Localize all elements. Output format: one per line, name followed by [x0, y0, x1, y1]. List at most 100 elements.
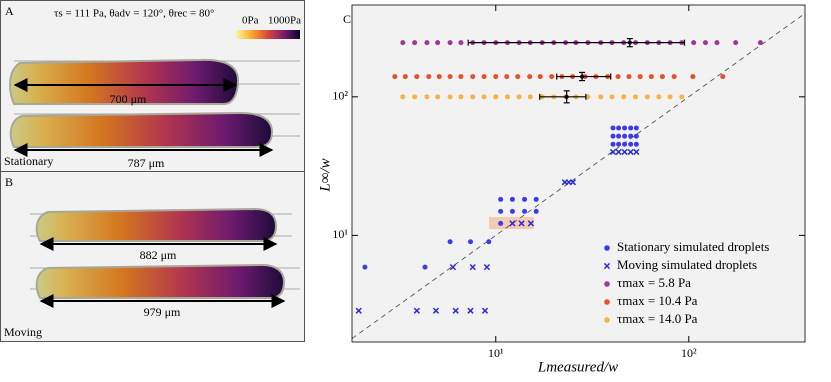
- y-axis-label: L∞/w: [317, 158, 333, 192]
- marker: [644, 94, 650, 100]
- marker: [667, 94, 673, 100]
- marker-x: [633, 148, 640, 156]
- marker: [616, 141, 622, 147]
- marker: [533, 196, 539, 202]
- marker: [515, 74, 521, 80]
- legend-label: τmax = 14.0 Pa: [617, 311, 698, 326]
- panel-letter: A: [5, 4, 14, 18]
- marker-x: [615, 148, 622, 156]
- marker: [426, 74, 432, 80]
- marker: [702, 40, 708, 46]
- marker-x: [518, 220, 525, 227]
- marker-x: [413, 307, 420, 314]
- marker: [424, 94, 430, 100]
- marker: [622, 133, 628, 139]
- marker-x: [509, 220, 516, 227]
- marker: [637, 74, 643, 80]
- marker: [447, 40, 453, 46]
- panel-b: B 882 μm 979 μm Moving: [0, 171, 305, 342]
- marker: [616, 133, 622, 139]
- marker: [522, 208, 528, 214]
- marker: [720, 74, 726, 80]
- x-axis-label: Lmeasured/w: [537, 359, 618, 375]
- marker: [468, 239, 474, 245]
- marker: [481, 94, 487, 100]
- marker: [362, 264, 368, 270]
- marker: [628, 133, 634, 139]
- marker: [447, 239, 453, 245]
- marker-x: [355, 307, 362, 314]
- marker-x: [527, 220, 534, 227]
- marker: [504, 94, 510, 100]
- marker: [447, 74, 453, 80]
- y-tick-label: 10¹: [332, 227, 348, 241]
- marker: [516, 94, 522, 100]
- marker: [549, 74, 555, 80]
- marker: [610, 133, 616, 139]
- length-label: 882 μm: [140, 248, 177, 262]
- colorbar-min: 0Pa: [242, 15, 259, 27]
- marker: [470, 74, 476, 80]
- marker: [458, 40, 464, 46]
- panel-frame: [0, 171, 305, 342]
- marker: [509, 196, 515, 202]
- marker: [402, 74, 408, 80]
- panel-c: C Lmeasured/w L∞/w 10¹ 10² 10¹ 10² Stationar…: [317, 4, 806, 375]
- marker-x: [469, 263, 476, 271]
- marker: [447, 94, 453, 100]
- panel-a: A τs = 111 Pa, θadv = 120°, θrec = 80° 0…: [0, 0, 305, 172]
- marker: [598, 94, 604, 100]
- marker: [412, 40, 418, 46]
- marker: [633, 133, 639, 139]
- marker: [400, 94, 406, 100]
- parameters: τs = 111 Pa, θadv = 120°, θrec = 80°: [54, 8, 214, 20]
- marker: [622, 125, 628, 131]
- marker: [424, 40, 430, 46]
- marker-x: [483, 263, 491, 271]
- legend-label: Stationary simulated droplets: [617, 239, 769, 254]
- marker-x: [569, 179, 577, 186]
- marker: [633, 94, 639, 100]
- marker: [628, 141, 634, 147]
- legend-marker: [604, 245, 610, 251]
- marker-x: [481, 307, 489, 314]
- marker: [757, 40, 763, 46]
- marker-x: [621, 148, 628, 156]
- marker-x: [449, 263, 457, 271]
- marker-x: [432, 307, 440, 314]
- marker: [422, 264, 428, 270]
- marker: [504, 74, 510, 80]
- marker: [436, 74, 442, 80]
- marker: [435, 40, 441, 46]
- marker: [648, 74, 654, 80]
- marker: [628, 125, 634, 131]
- marker: [458, 94, 464, 100]
- marker: [671, 74, 677, 80]
- length-label: 787 μm: [128, 156, 165, 170]
- marker: [615, 74, 621, 80]
- marker: [458, 74, 464, 80]
- marker: [493, 74, 499, 80]
- marker: [414, 74, 420, 80]
- marker: [498, 208, 504, 214]
- marker: [626, 74, 632, 80]
- marker-x: [627, 148, 634, 156]
- marker: [610, 141, 616, 147]
- droplet: [35, 263, 286, 299]
- marker: [616, 125, 622, 131]
- length-label: 979 μm: [144, 305, 181, 319]
- marker: [470, 94, 476, 100]
- marker-x: [609, 148, 617, 156]
- marker: [400, 40, 406, 46]
- marker: [690, 74, 696, 80]
- legend-marker: [604, 281, 610, 287]
- error-center: [580, 74, 585, 79]
- droplet: [9, 111, 274, 148]
- legend-label: τmax = 5.8 Pa: [617, 275, 691, 290]
- marker: [733, 40, 739, 46]
- marker: [633, 125, 639, 131]
- marker: [527, 94, 533, 100]
- marker: [537, 74, 543, 80]
- marker: [533, 208, 539, 214]
